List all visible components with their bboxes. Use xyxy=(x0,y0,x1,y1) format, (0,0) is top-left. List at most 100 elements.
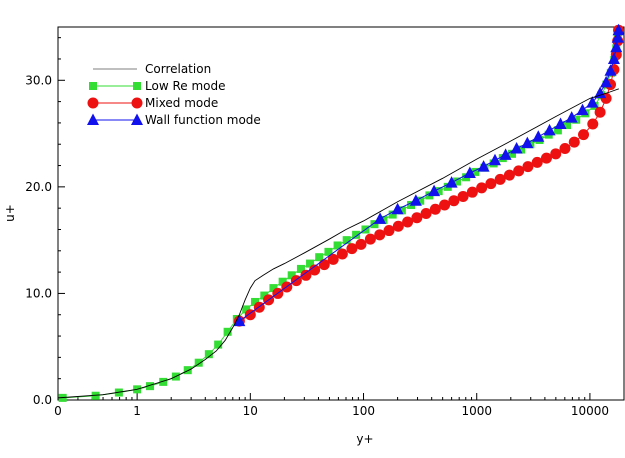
data-point xyxy=(324,247,333,256)
legend-marker xyxy=(87,97,99,109)
legend-entry: Mixed mode xyxy=(87,96,218,110)
series-layer xyxy=(57,23,625,402)
data-point xyxy=(391,202,404,215)
data-point xyxy=(457,190,469,202)
legend-label: Low Re mode xyxy=(145,79,225,93)
minor-ticks xyxy=(58,37,586,400)
data-point xyxy=(452,177,461,186)
data-point xyxy=(91,391,100,400)
data-point xyxy=(269,284,278,293)
legend-marker xyxy=(131,113,143,125)
data-point xyxy=(594,86,607,99)
data-point xyxy=(576,103,589,116)
data-point xyxy=(342,236,351,245)
data-point xyxy=(471,167,480,176)
x-axis-label: y+ xyxy=(356,432,373,446)
data-point xyxy=(434,187,443,196)
data-point xyxy=(611,31,624,43)
data-point xyxy=(374,212,387,224)
plot-frame xyxy=(57,26,625,401)
data-point xyxy=(510,141,523,154)
legend-label: Correlation xyxy=(145,62,211,76)
data-point xyxy=(463,166,476,179)
data-point xyxy=(503,169,515,181)
data-point xyxy=(568,136,580,148)
legend-marker xyxy=(87,113,99,125)
data-point xyxy=(364,233,376,245)
y-tick-label: 0.0 xyxy=(33,393,52,407)
data-point xyxy=(429,203,441,215)
data-point xyxy=(159,377,168,386)
data-point xyxy=(355,238,367,250)
data-point xyxy=(531,156,543,168)
data-point xyxy=(559,142,571,154)
x-tick-label: 100 xyxy=(352,404,375,418)
data-point xyxy=(260,291,269,300)
data-point xyxy=(499,148,512,160)
x-tick-label: 1 xyxy=(133,404,141,418)
data-point xyxy=(194,358,203,367)
y-axis-label: u+ xyxy=(3,204,17,222)
data-point xyxy=(448,195,460,207)
x-tick-label: 10 xyxy=(243,404,258,418)
data-point xyxy=(521,136,534,149)
data-point xyxy=(214,340,223,349)
data-point xyxy=(204,350,213,359)
legend-marker xyxy=(131,97,143,109)
data-point xyxy=(485,178,497,190)
legend-marker xyxy=(89,82,97,90)
data-point xyxy=(550,148,562,160)
data-point xyxy=(488,153,501,166)
data-point xyxy=(565,111,578,123)
y-tick-label: 20.0 xyxy=(25,180,52,194)
data-point xyxy=(416,196,425,205)
data-point xyxy=(392,220,404,232)
data-point xyxy=(370,220,379,229)
legend-label: Mixed mode xyxy=(145,96,218,110)
x-tick-label: 0 xyxy=(54,404,62,418)
data-point xyxy=(610,40,623,53)
data-point xyxy=(306,259,315,268)
data-point xyxy=(333,241,342,250)
data-point xyxy=(242,305,251,314)
data-point xyxy=(508,149,517,158)
data-point xyxy=(563,121,572,130)
x-tick-label: 1000 xyxy=(461,404,492,418)
data-point xyxy=(600,75,613,88)
legend-label: Wall function mode xyxy=(145,113,261,127)
series-none xyxy=(57,88,619,399)
data-point xyxy=(517,145,526,154)
data-point xyxy=(309,264,321,276)
data-point xyxy=(352,230,361,239)
data-point xyxy=(336,248,348,260)
data-point xyxy=(604,64,617,76)
data-point xyxy=(300,269,312,281)
legend-entry: Wall function mode xyxy=(87,113,261,127)
axis-ticks: 0 1 10 100 1000 10000 0.0 10.0 20.0 30.0 xyxy=(25,73,609,418)
data-point xyxy=(612,23,625,36)
data-point xyxy=(540,152,552,164)
legend-entry: Low Re mode xyxy=(89,79,225,93)
legend: Correlation Low Re mode Mixed mode Wall fun… xyxy=(87,62,261,127)
data-point xyxy=(428,184,441,197)
data-point xyxy=(233,314,246,327)
data-point xyxy=(578,129,590,141)
data-point xyxy=(251,297,260,306)
data-point xyxy=(494,173,506,185)
x-tick-label: 10000 xyxy=(571,404,609,418)
data-point xyxy=(476,182,488,194)
data-point xyxy=(594,106,606,118)
y-tick-label: 10.0 xyxy=(25,286,52,300)
series-triangle xyxy=(233,23,625,327)
data-point xyxy=(327,253,339,265)
data-point xyxy=(278,277,287,286)
data-point xyxy=(397,206,406,215)
data-point xyxy=(607,52,620,64)
data-point xyxy=(543,123,556,136)
data-point xyxy=(383,225,395,237)
data-point xyxy=(420,208,432,219)
data-point xyxy=(244,309,256,321)
data-point xyxy=(532,130,545,142)
legend-marker xyxy=(133,82,141,90)
